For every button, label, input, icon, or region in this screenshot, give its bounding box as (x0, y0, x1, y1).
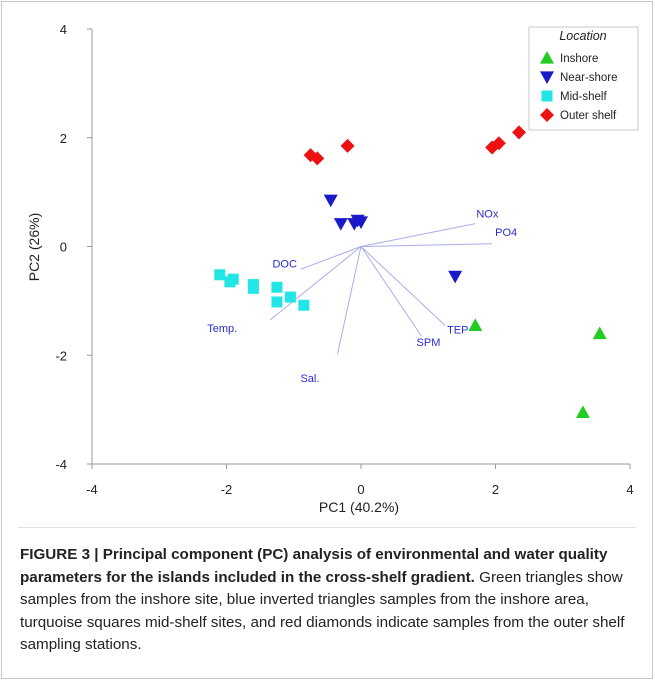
x-tick-label: -4 (86, 482, 98, 497)
legend-marker-near-shore (540, 71, 554, 84)
outer-shelf-point (512, 125, 527, 140)
x-tick-label: 2 (492, 482, 499, 497)
loading-vector (360, 246, 422, 337)
legend-marker-inshore (540, 51, 554, 64)
y-axis-label: PC2 (26%) (26, 213, 42, 281)
vector-label: DOC (272, 258, 297, 270)
vector-label: SPM (417, 337, 441, 349)
legend-marker-mid-shelf (541, 90, 553, 102)
x-tick-label: 4 (626, 482, 633, 497)
mid-shelf-point (271, 296, 283, 308)
mid-shelf-point (214, 269, 226, 281)
outer-shelf-point (310, 151, 325, 166)
loading-vector (300, 246, 362, 270)
near-shore-point (448, 270, 463, 284)
legend-label-inshore: Inshore (560, 53, 598, 65)
mid-shelf-point (271, 281, 283, 293)
vector-label: NOx (476, 209, 499, 221)
vector-label: Temp. (207, 323, 237, 335)
inshore-point (575, 405, 590, 418)
caption-body: Green triangles show samples from the in… (20, 568, 625, 654)
axes: -4 -2 0 2 4 4 2 0 -2 -4 (55, 22, 633, 497)
loading-vector (360, 243, 493, 247)
mid-shelf-point (227, 273, 239, 285)
mid-shelf-point (247, 282, 259, 294)
x-axis-label: PC1 (40.2%) (319, 499, 399, 515)
vector-label: Sal. (300, 373, 319, 385)
y-tick-label: -2 (55, 348, 67, 363)
data-points (214, 125, 607, 418)
y-tick-label: 2 (60, 131, 67, 146)
legend-label-outer-shelf: Outer shelf (560, 110, 617, 122)
legend-label-near-shore: Near-shore (560, 72, 618, 84)
loading-vectors: NOx PO4 DOC Temp. Sal. SPM TEP (207, 209, 517, 386)
loading-vector (269, 246, 362, 321)
loading-vector (360, 223, 476, 247)
vector-label: TEP (447, 324, 468, 336)
near-shore-point (323, 194, 338, 208)
y-tick-label: 4 (60, 22, 67, 37)
outer-shelf-point (340, 138, 355, 153)
inshore-point (468, 318, 483, 331)
legend-title: Location (559, 29, 606, 43)
legend-marker-outer-shelf (540, 108, 554, 122)
inshore-point (592, 326, 607, 340)
outer-shelf-point (491, 136, 506, 151)
vector-label: PO4 (495, 227, 517, 239)
legend: Location Inshore Near-shore Mid-shelf Outer… (528, 26, 639, 131)
mid-shelf-point (284, 291, 296, 303)
near-shore-point (350, 214, 365, 228)
caption-lead: FIGURE 3 | Principal component (PC) anal… (20, 546, 608, 586)
x-tick-label: -2 (221, 482, 233, 497)
loading-vector (336, 246, 362, 355)
figure-caption: FIGURE 3 | Principal component (PC) anal… (20, 544, 640, 657)
y-tick-label: -4 (55, 457, 67, 472)
x-tick-label: 0 (357, 482, 364, 497)
mid-shelf-point (298, 299, 310, 311)
near-shore-point (333, 218, 348, 231)
loading-vector (360, 246, 446, 326)
y-tick-label: 0 (60, 240, 67, 255)
legend-label-mid-shelf: Mid-shelf (560, 91, 607, 103)
caption-divider (18, 527, 636, 528)
